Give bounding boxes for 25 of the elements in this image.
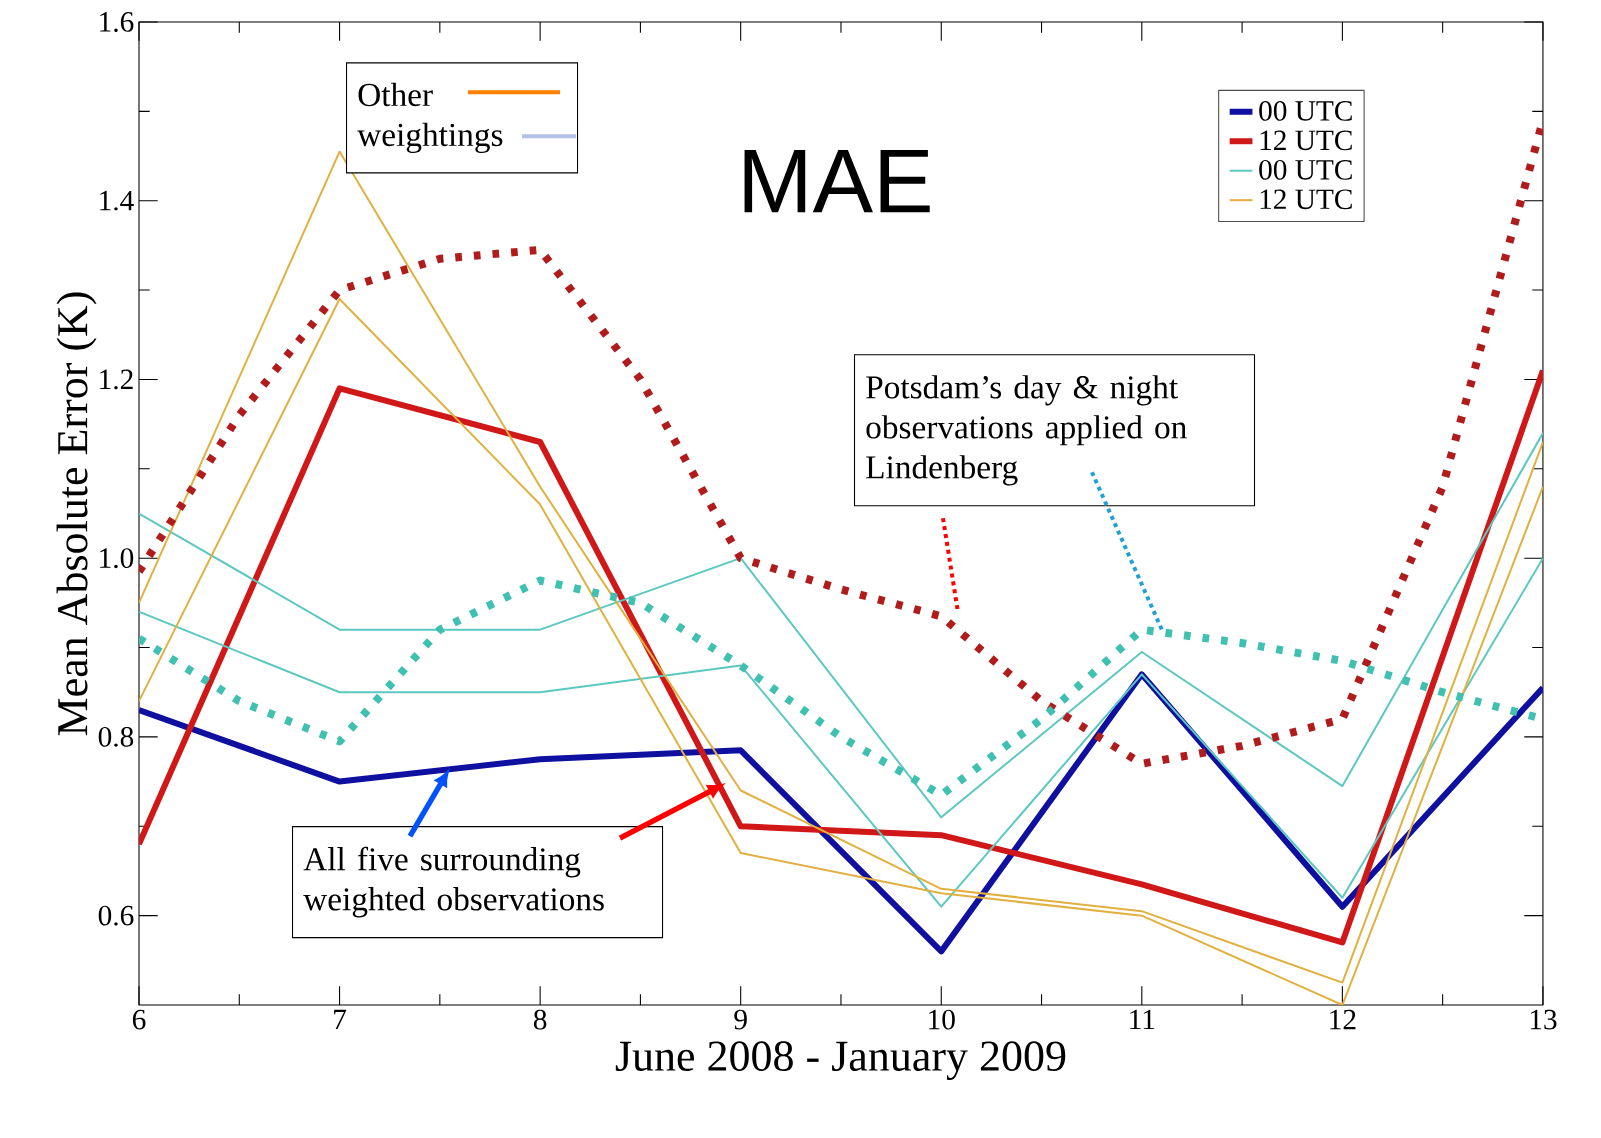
x-tick-label: 9: [734, 1009, 747, 1030]
x-tick-label: 11: [1130, 1009, 1155, 1030]
annotation: Potsdam’s day & night observations applied on Lindenberg: [866, 375, 1187, 486]
legend-label: 00 UTC: [1259, 101, 1352, 121]
y-axis-title: Mean Absolute Error (K): [56, 292, 97, 736]
y-tick-label: 1.2: [100, 369, 133, 390]
x-tick-label: 7: [334, 1009, 347, 1029]
x-tick-label: 8: [533, 1009, 547, 1030]
y-tick-label: 0.8: [98, 726, 134, 747]
y-tick-label: 0.6: [98, 905, 134, 926]
y-tick-label: 1.0: [100, 548, 134, 569]
legend-label: 12 UTC: [1260, 189, 1352, 210]
annotation: All five surrounding weighted observations: [303, 846, 604, 918]
legend-label: 00 UTC: [1259, 159, 1352, 180]
y-tick-label: 1.4: [100, 190, 134, 211]
x-axis-title: June 2008 - January 2009: [615, 1041, 1066, 1081]
x-tick-label: 10: [929, 1009, 955, 1030]
x-tick-label: 12: [1330, 1009, 1356, 1030]
y-tick-label: 1.6: [100, 12, 134, 32]
annotation: Other weightings: [357, 82, 503, 154]
text: MAE: [744, 149, 930, 213]
x-tick-label: 6: [132, 1009, 146, 1030]
x-tick-label: 13: [1530, 1009, 1557, 1030]
legend-label: 12 UTC: [1260, 130, 1352, 151]
line-series: [139, 298, 1543, 1005]
